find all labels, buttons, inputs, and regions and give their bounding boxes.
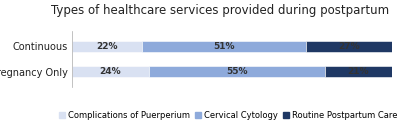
Text: 24%: 24% [100,67,121,76]
Bar [325,66,392,77]
Bar [149,66,325,77]
Bar [72,41,142,52]
Text: 27%: 27% [338,42,360,51]
Legend: Complications of Puerperium, Cervical Cytology, Routine Postpartum Care: Complications of Puerperium, Cervical Cy… [58,111,398,120]
Text: 55%: 55% [226,67,248,76]
Text: 22%: 22% [96,42,118,51]
Bar [306,41,392,52]
Text: 21%: 21% [348,67,369,76]
Text: Types of healthcare services provided during postpartum: Types of healthcare services provided du… [51,4,389,17]
Text: 51%: 51% [213,42,235,51]
Bar [72,66,149,77]
Bar [142,41,306,52]
